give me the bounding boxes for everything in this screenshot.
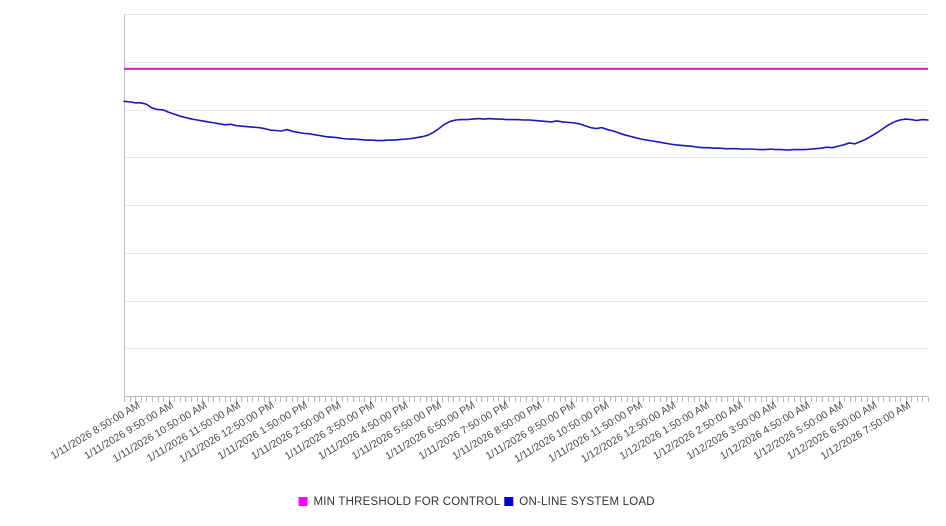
- legend-label[interactable]: ON-LINE SYSTEM LOAD: [519, 496, 654, 508]
- chart-legend: MIN THRESHOLD FOR CONTROL ON-LINE SYSTEM …: [298, 496, 655, 508]
- series-on-line-system-load: [123, 100, 929, 151]
- x-axis-minor-ticks: [124, 397, 929, 402]
- legend-swatch[interactable]: [298, 497, 308, 506]
- x-axis-tick-labels: 1/11/2026 8:50:00 AM1/11/2026 9:50:00 AM…: [49, 399, 913, 465]
- legend-swatch[interactable]: [504, 497, 514, 506]
- legend-label[interactable]: MIN THRESHOLD FOR CONTROL: [314, 496, 501, 508]
- horizontal-gridlines: [124, 14, 928, 349]
